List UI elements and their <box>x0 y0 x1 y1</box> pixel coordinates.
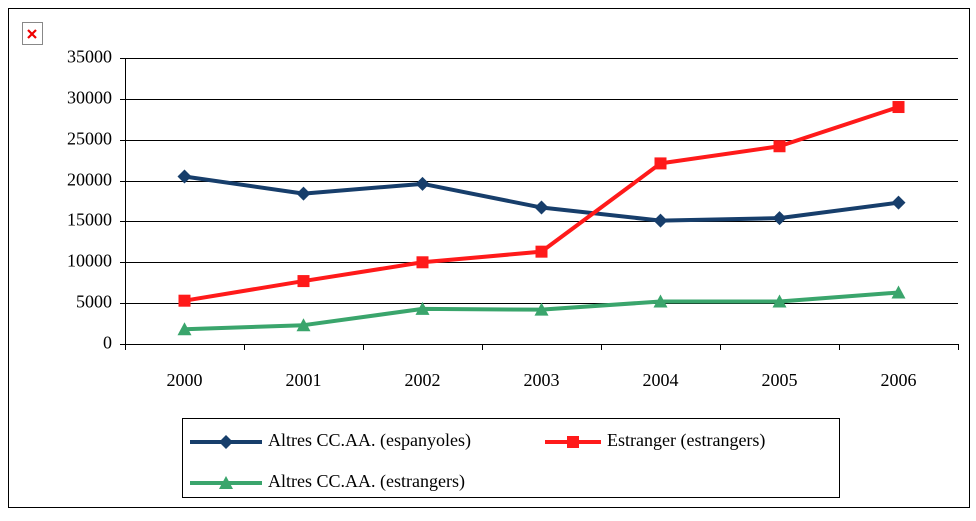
x-tick-label: 2006 <box>881 370 917 390</box>
legend-box <box>182 418 840 498</box>
y-tick-label: 0 <box>103 333 112 353</box>
marker <box>891 195 906 210</box>
legend-label: Estranger (estrangers) <box>607 430 765 451</box>
marker <box>296 186 311 201</box>
broken-image-icon <box>22 22 43 45</box>
marker <box>219 476 233 489</box>
marker <box>416 256 429 269</box>
marker <box>297 275 310 288</box>
x-tick-label: 2000 <box>167 370 203 390</box>
y-tick-label: 5000 <box>76 292 112 312</box>
marker <box>891 285 906 299</box>
marker <box>654 157 667 170</box>
y-tick-label: 35000 <box>67 47 112 67</box>
marker <box>567 436 579 448</box>
marker <box>772 294 787 308</box>
marker <box>178 294 191 307</box>
marker <box>653 294 668 308</box>
legend-label: Altres CC.AA. (estrangers) <box>268 471 465 492</box>
y-tick-label: 20000 <box>67 170 112 190</box>
marker <box>177 169 192 184</box>
x-tick-label: 2001 <box>286 370 322 390</box>
y-tick-label: 10000 <box>67 251 112 271</box>
marker <box>772 211 787 226</box>
y-tick-label: 25000 <box>67 129 112 149</box>
marker <box>534 302 549 316</box>
marker <box>534 200 549 215</box>
marker <box>415 176 430 191</box>
marker <box>535 245 548 258</box>
legend-label: Altres CC.AA. (espanyoles) <box>268 430 471 451</box>
marker <box>653 213 668 228</box>
marker <box>219 435 233 449</box>
marker <box>892 101 905 114</box>
marker <box>296 318 311 332</box>
x-tick-label: 2005 <box>762 370 798 390</box>
x-tick-label: 2004 <box>643 370 679 390</box>
marker <box>773 140 786 153</box>
marker <box>177 322 192 336</box>
y-tick-label: 15000 <box>67 210 112 230</box>
marker <box>415 301 430 315</box>
x-tick-label: 2002 <box>405 370 441 390</box>
x-tick-label: 2003 <box>524 370 560 390</box>
y-tick-label: 30000 <box>67 88 112 108</box>
